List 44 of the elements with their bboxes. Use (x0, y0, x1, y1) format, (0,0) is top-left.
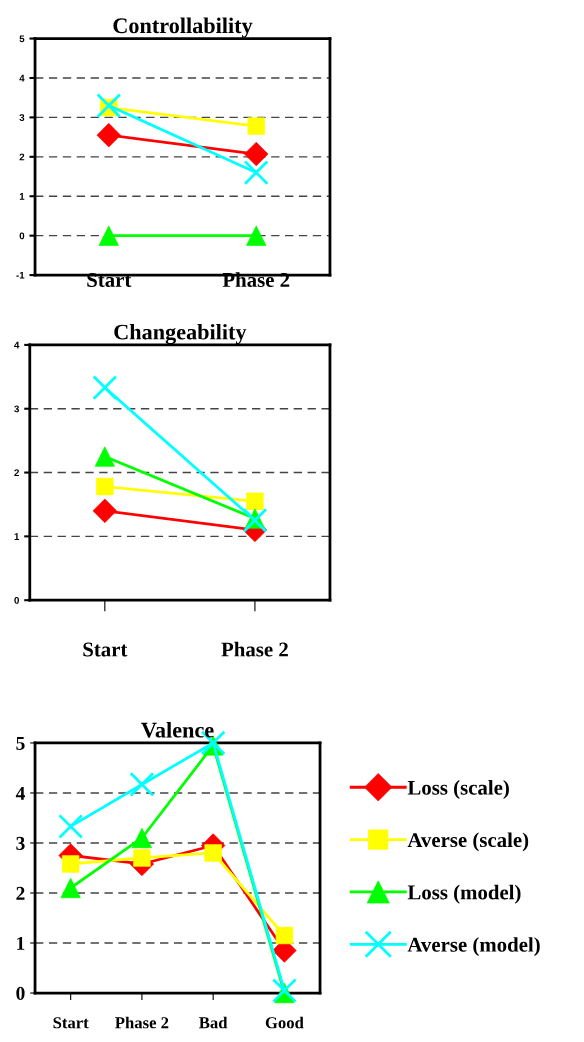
y-tick-label: 4 (15, 786, 25, 800)
point (96, 477, 114, 496)
y-tick-label: 2 (14, 469, 19, 477)
point (243, 160, 269, 186)
legend-label: Averse (model) (407, 937, 540, 957)
point (275, 926, 294, 945)
y-tick-label: 3 (14, 405, 20, 413)
y-tick-label: -1 (16, 271, 25, 279)
x-tick-label: Bad (199, 1016, 228, 1029)
point (98, 225, 119, 246)
legend-label: Loss (model) (407, 884, 521, 904)
y-tick-label: 0 (16, 986, 25, 1000)
x-tick-label: Start (87, 272, 132, 287)
y-tick-label: 3 (19, 114, 25, 122)
point (96, 123, 121, 148)
point (92, 498, 117, 523)
x-tick-label: Start (83, 642, 128, 657)
y-tick-label: 2 (19, 153, 25, 161)
chart-title: Controllability (113, 17, 253, 38)
y-tick-label: 5 (16, 736, 25, 750)
x-tick-label: Phase 2 (115, 1016, 169, 1029)
point (246, 225, 267, 246)
legend-label: Loss (scale) (407, 780, 509, 799)
point (129, 771, 155, 797)
point (92, 375, 118, 401)
y-tick-label: 0 (19, 232, 25, 240)
y-tick-label: 1 (14, 533, 20, 540)
x-tick-label: Good (265, 1016, 304, 1029)
y-tick-label: 1 (19, 193, 25, 200)
legend-label: Averse (scale) (407, 832, 529, 852)
point (61, 855, 80, 873)
y-tick-label: 5 (19, 35, 25, 43)
chart-title: Changeability (114, 323, 247, 345)
chart-title: Valence (141, 721, 214, 738)
y-tick-label: 1 (17, 936, 25, 950)
y-tick-label: 4 (19, 74, 25, 82)
point (58, 813, 84, 839)
point (96, 93, 122, 119)
y-tick-label: 3 (16, 836, 25, 850)
x-tick-label: Phase 2 (221, 641, 288, 657)
x-tick-label: Start (53, 1017, 89, 1029)
y-tick-label: 2 (16, 886, 25, 900)
y-tick-label: 0 (14, 596, 19, 604)
y-tick-label: 4 (14, 341, 20, 349)
